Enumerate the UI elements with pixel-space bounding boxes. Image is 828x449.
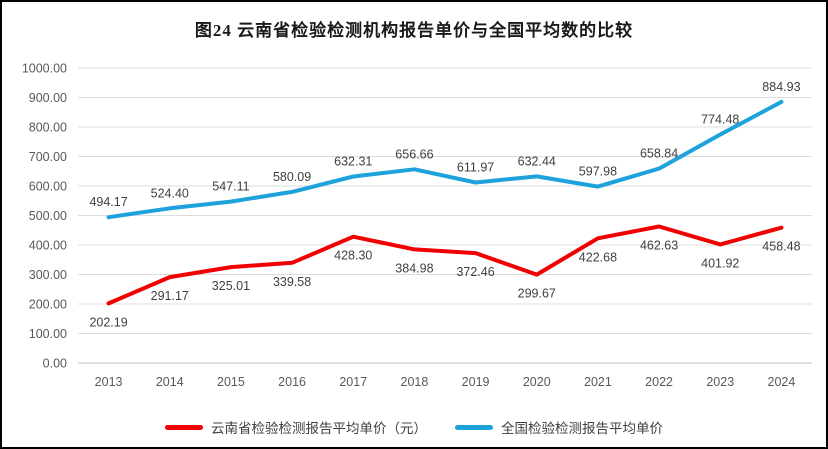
data-label: 580.09 [273,170,311,184]
y-axis-tick-label: 100.00 [29,327,67,341]
data-label: 299.67 [518,287,556,301]
legend-line-swatch [455,424,493,430]
x-axis-tick-label: 2019 [462,375,490,389]
x-axis-tick-label: 2024 [768,375,796,389]
data-label: 547.11 [212,180,249,194]
x-axis-tick-label: 2017 [339,375,367,389]
x-axis-tick-label: 2013 [95,375,123,389]
data-label: 632.44 [518,154,556,168]
x-axis-tick-label: 2016 [278,375,306,389]
x-axis-tick-label: 2021 [584,375,612,389]
series-line-1 [106,99,784,220]
x-axis-tick-label: 2020 [523,375,551,389]
legend-label: 全国检验检测报告平均单价 [501,421,663,436]
data-label: 632.31 [334,154,372,168]
y-axis-tick-label: 500.00 [29,209,67,223]
x-axis-tick-label: 2023 [706,375,734,389]
y-axis-tick-label: 700.00 [29,150,67,164]
y-axis-tick-label: 800.00 [29,121,67,135]
data-label: 291.17 [151,289,189,303]
y-axis-tick-label: 200.00 [29,298,67,312]
chart-legend: 云南省检验检测报告平均单价（元） 全国检验检测报告平均单价 [2,417,826,437]
data-label: 656.66 [395,147,433,161]
data-label: 422.68 [579,250,617,264]
legend-line-swatch [165,424,203,430]
legend-item-0: 云南省检验检测报告平均单价（元） [165,417,427,437]
x-axis-tick-label: 2015 [217,375,245,389]
data-label: 597.98 [579,165,617,179]
data-label: 401.92 [701,256,739,270]
data-label: 774.48 [701,113,739,127]
y-axis-tick-label: 900.00 [29,91,67,105]
x-axis-tick-label: 2018 [401,375,429,389]
y-axis-tick-label: 400.00 [29,239,67,253]
chart-title: 图24 云南省检验检测机构报告单价与全国平均数的比较 [194,21,634,40]
x-axis-tick-label: 2014 [156,375,184,389]
y-axis-tick-label: 600.00 [29,180,67,194]
legend-label: 云南省检验检测报告平均单价（元） [211,421,427,436]
data-label: 325.01 [212,279,250,293]
data-label: 384.98 [395,261,433,275]
data-label: 658.84 [640,147,678,161]
data-label: 611.97 [457,160,494,174]
y-axis-tick-label: 300.00 [29,268,67,282]
legend-item-1: 全国检验检测报告平均单价 [455,417,663,437]
y-axis-tick-label: 0.00 [43,357,67,371]
data-label: 494.17 [89,195,127,209]
x-axis-tick-label: 2022 [645,375,673,389]
data-label: 524.40 [151,186,189,200]
data-label: 884.93 [762,80,800,94]
data-label: 462.63 [640,239,678,253]
data-label: 202.19 [89,315,127,329]
series-line-0 [106,224,784,306]
y-axis-tick-label: 1000.00 [22,62,67,76]
data-label: 339.58 [273,275,311,289]
data-label: 428.30 [334,249,372,263]
data-label: 372.46 [456,265,494,279]
data-label: 458.48 [762,240,800,254]
